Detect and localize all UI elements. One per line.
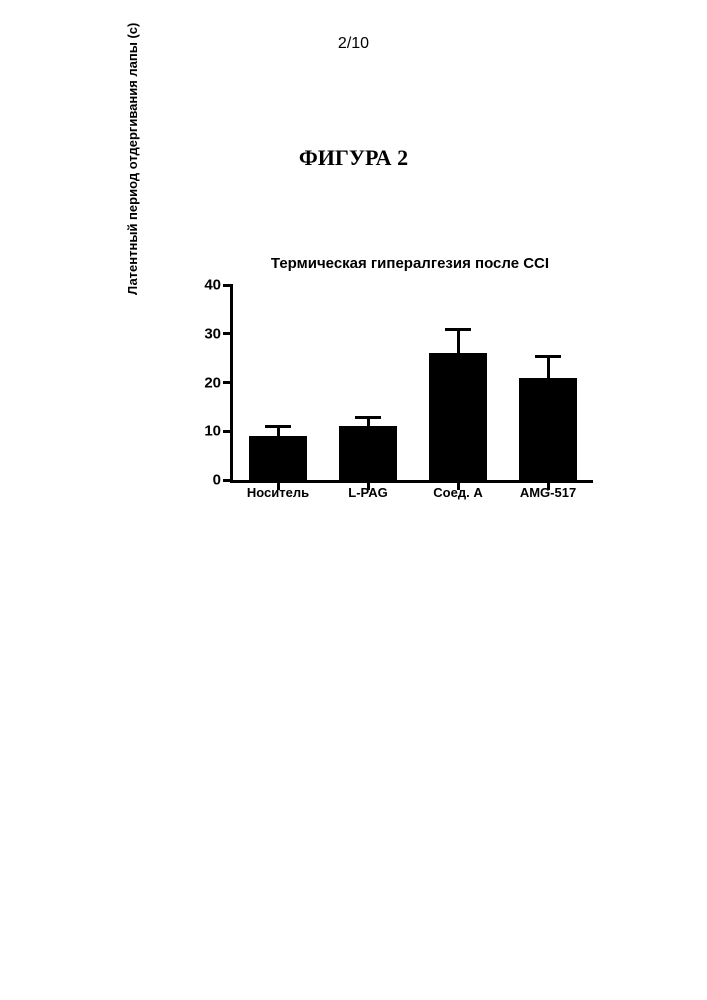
y-axis-label: Латентный период отдергивания лапы (с)	[125, 45, 143, 295]
y-tick-label: 10	[193, 423, 221, 440]
y-tick-label: 40	[193, 277, 221, 294]
y-tick-label: 30	[193, 325, 221, 342]
error-bar-cap	[355, 416, 381, 419]
bar	[339, 426, 398, 480]
x-tick-label: L-PAG	[348, 485, 387, 500]
y-tick-label: 0	[193, 472, 221, 489]
error-bar-line	[547, 356, 550, 378]
chart-title: Термическая гипералгезия после CCI	[230, 255, 590, 272]
x-tick-label: Носитель	[247, 485, 309, 500]
y-tick	[223, 284, 233, 287]
bar	[519, 378, 578, 480]
y-tick-label: 20	[193, 374, 221, 391]
y-tick	[223, 332, 233, 335]
x-tick-label: Соед. А	[433, 485, 482, 500]
bar	[249, 436, 308, 480]
error-bar-cap	[445, 328, 471, 331]
error-bar-cap	[535, 355, 561, 358]
y-tick	[223, 381, 233, 384]
y-tick	[223, 479, 233, 482]
figure-title: ФИГУРА 2	[0, 145, 707, 171]
y-tick	[223, 430, 233, 433]
bar	[429, 353, 488, 480]
plot-area: 010203040НосительL-PAGСоед. АAMG-517	[230, 285, 593, 483]
page-number: 2/10	[0, 35, 707, 53]
error-bar-cap	[265, 425, 291, 428]
error-bar-line	[457, 329, 460, 353]
page: 2/10 ФИГУРА 2 Термическая гипералгезия п…	[0, 0, 707, 1000]
x-tick-label: AMG-517	[520, 485, 576, 500]
chart: Термическая гипералгезия после CCI Латен…	[150, 255, 600, 535]
